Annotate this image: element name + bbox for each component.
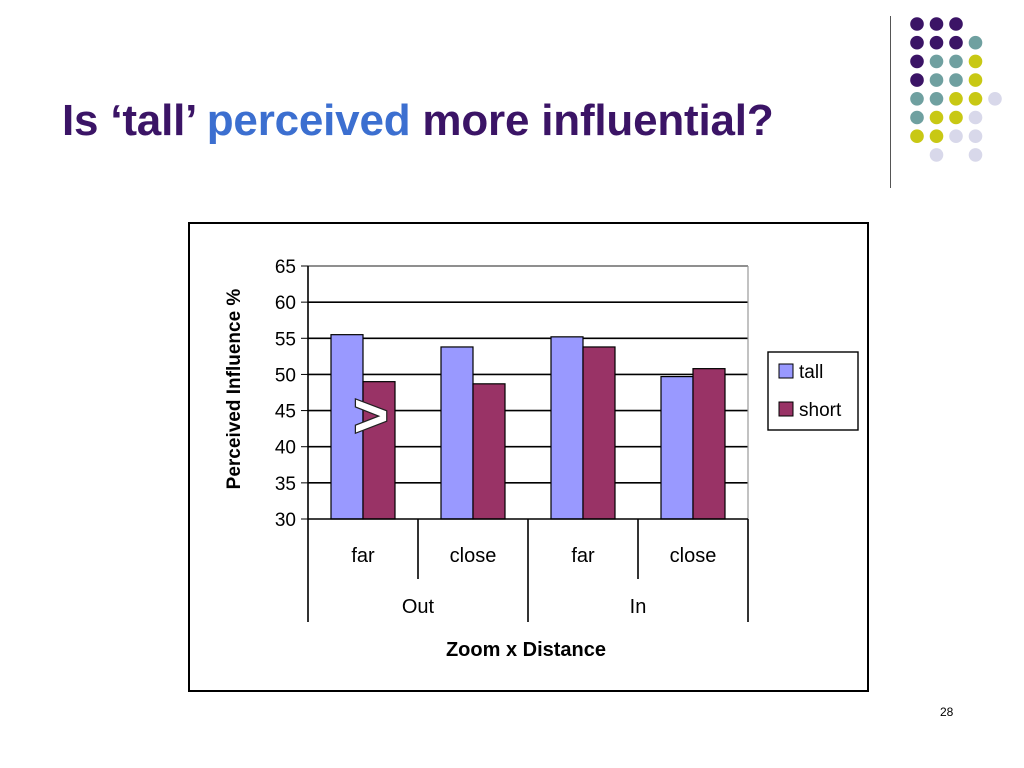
decorative-dot xyxy=(910,54,924,69)
category-label: far xyxy=(571,545,595,567)
decorative-dot xyxy=(929,35,944,50)
decorative-dot xyxy=(949,17,963,31)
decorative-dot xyxy=(968,129,983,143)
legend-label-short: short xyxy=(799,400,842,421)
chart-legend: tall short xyxy=(767,351,859,431)
bar-short xyxy=(472,383,506,520)
decorative-dot xyxy=(929,148,944,162)
chart-frame: 65 60 55 50 45 40 35 30 far close far close Out In Pe… xyxy=(188,222,869,692)
decorative-dot xyxy=(929,17,944,31)
y-tick-label: 45 xyxy=(275,402,296,423)
title-divider xyxy=(890,16,891,188)
y-tick-label: 60 xyxy=(275,293,296,314)
legend-label-tall: tall xyxy=(799,362,823,383)
decorative-dot xyxy=(910,92,924,106)
decorative-dot xyxy=(968,110,983,125)
page-number: 28 xyxy=(940,705,954,719)
bar-chart: 65 60 55 50 45 40 35 30 far close far close Out In Pe… xyxy=(224,257,859,661)
x-axis-label: Zoom x Distance xyxy=(446,639,606,661)
title-highlight: perceived xyxy=(206,96,411,145)
bar-short xyxy=(692,368,726,520)
title-part-1: Is ‘tall’ xyxy=(62,96,207,145)
decorative-dot-grid xyxy=(910,17,1002,162)
decorative-dot xyxy=(988,92,1002,106)
y-tick-label: 55 xyxy=(275,329,296,350)
group-label: Out xyxy=(402,596,435,618)
decorative-dot xyxy=(968,148,983,162)
decorative-dot xyxy=(949,92,963,106)
group-label: In xyxy=(630,596,647,618)
decorative-dot xyxy=(929,92,944,106)
decorative-dot xyxy=(929,54,944,69)
decorative-dot xyxy=(968,54,983,69)
y-tick-label: 35 xyxy=(275,474,296,495)
y-tick-label: 30 xyxy=(275,510,296,531)
category-label: far xyxy=(351,545,375,567)
legend-swatch-tall xyxy=(778,363,794,379)
decorative-dot xyxy=(929,73,944,87)
decorative-dot xyxy=(910,73,924,87)
bar-short xyxy=(582,346,616,520)
legend-swatch-short xyxy=(778,401,794,417)
decorative-dot xyxy=(910,17,924,31)
decorative-dot xyxy=(968,35,983,50)
bar-tall xyxy=(550,336,584,520)
decorative-dot xyxy=(949,35,963,50)
decorative-dot xyxy=(929,110,944,125)
decorative-dot xyxy=(968,73,983,87)
bar-tall xyxy=(660,375,694,520)
category-label: close xyxy=(670,545,717,567)
category-label: close xyxy=(450,545,497,567)
decorative-dot xyxy=(910,129,924,143)
decorative-dot xyxy=(929,129,944,143)
y-tick-label: 65 xyxy=(275,257,296,278)
decorative-dot xyxy=(910,110,924,125)
title-part-2: more influential? xyxy=(410,96,774,145)
decorative-dot xyxy=(949,129,963,143)
decorative-dot xyxy=(949,110,963,125)
slide-title: Is ‘tall’ perceived more influential? xyxy=(62,96,774,146)
y-axis-label: Perceived Influence % xyxy=(224,289,245,490)
y-tick-label: 40 xyxy=(275,438,296,459)
decorative-dot xyxy=(968,92,983,106)
decorative-dot xyxy=(949,73,963,87)
decorative-dot xyxy=(910,35,924,50)
y-tick-label: 50 xyxy=(275,365,296,386)
bar-tall xyxy=(440,346,474,520)
comparison-annotation: > xyxy=(353,382,388,449)
decorative-dot xyxy=(949,54,963,69)
